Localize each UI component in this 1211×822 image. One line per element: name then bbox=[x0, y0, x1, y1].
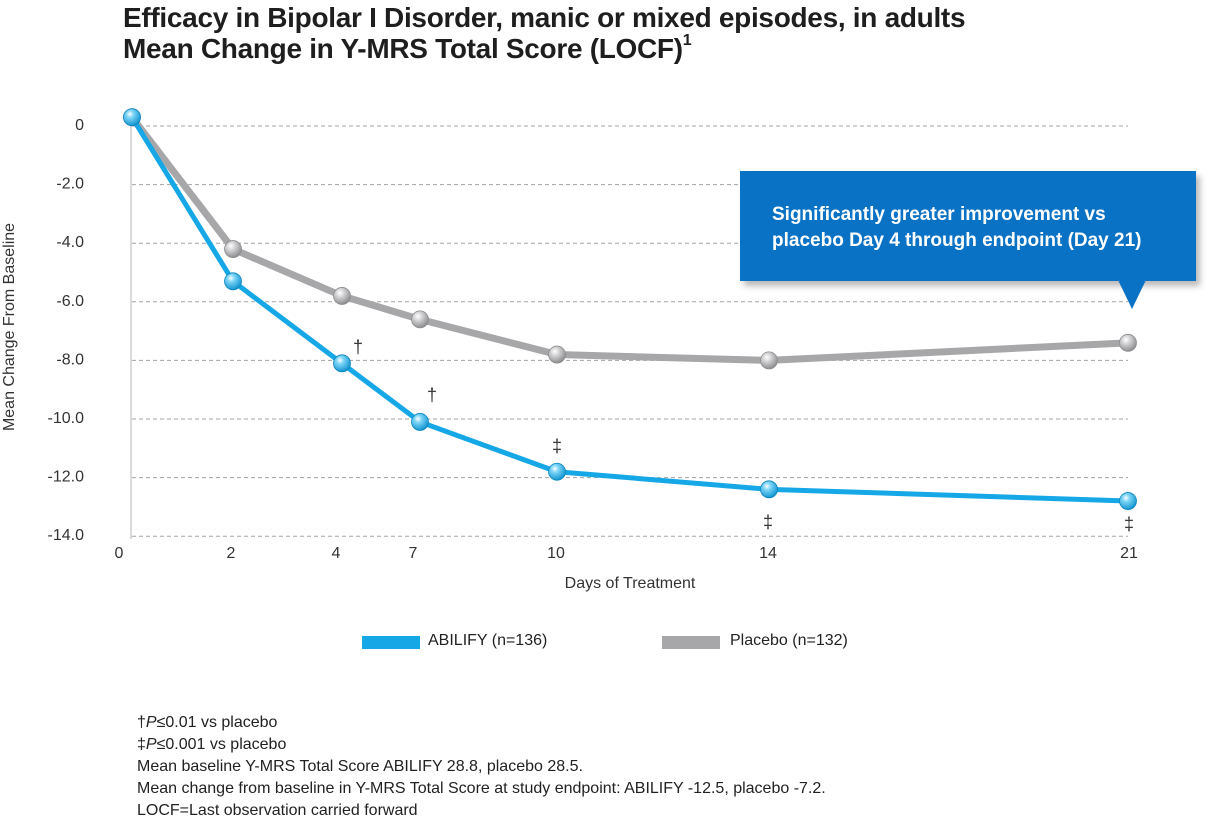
data-point-abilify bbox=[333, 354, 351, 373]
significance-marker: ‡ bbox=[552, 436, 562, 456]
legend-swatch-placebo bbox=[662, 636, 720, 649]
dagger-symbol: † bbox=[137, 714, 146, 731]
y-tick-label: 0 bbox=[75, 117, 84, 134]
x-tick-label: 7 bbox=[409, 545, 418, 562]
callout-pointer bbox=[1118, 280, 1146, 309]
double-dagger-symbol: ‡ bbox=[137, 736, 146, 753]
x-tick-label: 21 bbox=[1120, 545, 1138, 562]
x-tick-label: 4 bbox=[332, 545, 341, 562]
double-dagger-text: ≤0.001 vs placebo bbox=[156, 736, 287, 753]
significance-marker: † bbox=[427, 385, 437, 405]
callout-line-1: Significantly greater improvement vs bbox=[772, 204, 1106, 225]
y-axis-label: Mean Change From Baseline bbox=[1, 223, 18, 431]
data-point-placebo bbox=[224, 240, 242, 258]
x-tick-label: 2 bbox=[227, 545, 236, 562]
x-tick-label: 14 bbox=[759, 545, 777, 562]
series-points bbox=[123, 108, 1137, 510]
footnote-locf: LOCF=Last observation carried forward bbox=[137, 802, 418, 819]
significance-marker: ‡ bbox=[1124, 514, 1134, 534]
title-line-2-text: Mean Change in Y-MRS Total Score (LOCF) bbox=[123, 33, 683, 64]
y-tick-label: -4.0 bbox=[56, 234, 84, 251]
y-tick-label: -8.0 bbox=[56, 351, 84, 368]
y-tick-label: -2.0 bbox=[56, 176, 84, 193]
footnote-baseline: Mean baseline Y-MRS Total Score ABILIFY … bbox=[137, 758, 583, 775]
y-tick-label: -10.0 bbox=[48, 410, 85, 427]
significance-callout: Significantly greater improvement vs pla… bbox=[740, 171, 1196, 281]
footnote-double-dagger: ‡P≤0.001 vs placebo bbox=[137, 734, 826, 756]
data-point-placebo bbox=[333, 287, 351, 305]
y-tick-label: -14.0 bbox=[48, 527, 85, 544]
dagger-p: P bbox=[145, 714, 157, 731]
footnote-dagger: †P≤0.01 vs placebo bbox=[137, 712, 826, 734]
legend-label-abilify: ABILIFY (n=136) bbox=[428, 632, 548, 649]
data-point-abilify bbox=[224, 272, 242, 291]
data-point-placebo bbox=[760, 351, 778, 370]
data-point-placebo bbox=[1119, 333, 1137, 352]
y-tick-labels: 0 -2.0 -4.0 -6.0 -8.0 -10.0 -12.0 -14.0 bbox=[48, 117, 85, 544]
significance-markers: † † ‡ ‡ ‡ bbox=[353, 337, 1134, 534]
data-point-abilify bbox=[123, 108, 141, 127]
chart-title: Efficacy in Bipolar I Disorder, manic or… bbox=[123, 2, 966, 65]
legend-label-placebo: Placebo (n=132) bbox=[730, 632, 848, 649]
line-chart: 0 -2.0 -4.0 -6.0 -8.0 -10.0 -12.0 -14.0 0 2 4 7 10 1… bbox=[1, 108, 1138, 592]
dagger-text: ≤0.01 vs placebo bbox=[156, 714, 278, 731]
title-line-2: Mean Change in Y-MRS Total Score (LOCF)1 bbox=[123, 32, 965, 65]
y-tick-label: -12.0 bbox=[48, 469, 85, 486]
x-axis-label: Days of Treatment bbox=[565, 575, 696, 592]
footnotes: †P≤0.01 vs placebo ‡P≤0.001 vs placebo M… bbox=[137, 712, 826, 822]
x-tick-label: 10 bbox=[547, 545, 565, 562]
data-point-placebo bbox=[411, 310, 429, 329]
callout-line-2: placebo Day 4 through endpoint (Day 21) bbox=[772, 230, 1142, 251]
x-tick-label: 0 bbox=[115, 545, 124, 562]
data-point-abilify bbox=[760, 480, 778, 499]
data-point-abilify bbox=[411, 413, 429, 431]
data-point-placebo bbox=[548, 345, 566, 364]
y-tick-label: -6.0 bbox=[56, 293, 84, 310]
legend-swatch-abilify bbox=[362, 636, 420, 649]
data-point-abilify bbox=[548, 462, 566, 481]
significance-marker: ‡ bbox=[763, 512, 773, 532]
double-dagger-p: P bbox=[145, 736, 157, 753]
significance-marker: † bbox=[353, 337, 363, 357]
footnote-endpoint: Mean change from baseline in Y-MRS Total… bbox=[137, 780, 826, 797]
data-point-abilify bbox=[1119, 492, 1137, 510]
x-tick-labels: 0 2 4 7 10 14 21 bbox=[115, 545, 1138, 562]
title-line-1: Efficacy in Bipolar I Disorder, manic or… bbox=[123, 2, 966, 33]
title-reference-superscript: 1 bbox=[682, 32, 692, 49]
